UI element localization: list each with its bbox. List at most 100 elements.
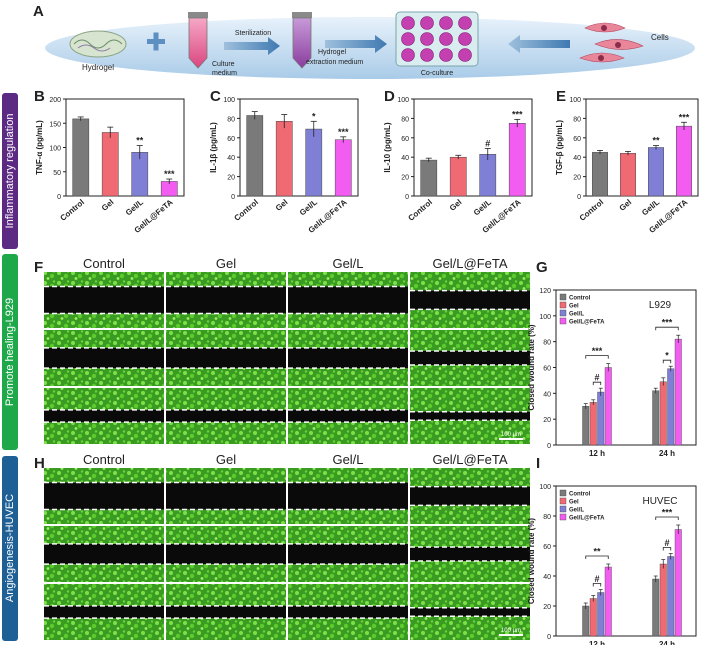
legend-swatch bbox=[559, 301, 567, 309]
wound-gap bbox=[44, 605, 164, 619]
legend-label: Gel/L@FeTA bbox=[569, 320, 605, 326]
column-header: Gel/L bbox=[332, 452, 363, 467]
bar-control bbox=[592, 152, 608, 197]
plot-frame bbox=[585, 98, 699, 197]
y-tick-label: 100 bbox=[397, 97, 409, 104]
extraction-tube-icon bbox=[292, 12, 312, 69]
comparison-bracket bbox=[592, 381, 602, 386]
y-tick-label: 80 bbox=[227, 116, 235, 123]
wound-gap bbox=[288, 409, 408, 423]
well-circle bbox=[439, 32, 453, 46]
bar-gel-l bbox=[667, 556, 675, 637]
y-tick-label: 20 bbox=[401, 175, 409, 182]
x-category-label: 24 h bbox=[659, 449, 675, 458]
comparison-label: *** bbox=[592, 346, 603, 356]
comparison-bracket bbox=[662, 359, 672, 364]
comparison-label: *** bbox=[662, 318, 673, 328]
y-tick-label: 60 bbox=[401, 136, 409, 143]
column-header: Gel/L@FeTA bbox=[432, 452, 507, 467]
well-circle bbox=[420, 48, 434, 62]
wound-gap bbox=[288, 482, 408, 510]
y-tick-label: 80 bbox=[401, 116, 409, 123]
y-tick-label: 60 bbox=[543, 366, 551, 373]
y-tick-label: 60 bbox=[543, 544, 551, 551]
bar-control bbox=[582, 406, 590, 446]
panel-letter-b: B bbox=[34, 88, 45, 105]
label-angiogenesis: Angiogenesis-HUVEC bbox=[4, 494, 16, 602]
y-tick-label: 40 bbox=[401, 155, 409, 162]
comparison-bracket bbox=[655, 326, 679, 331]
significance-mark: * bbox=[312, 111, 316, 121]
legend-label: Gel bbox=[569, 500, 579, 506]
column-header: Gel/L bbox=[332, 256, 363, 271]
comparison-label: ** bbox=[593, 547, 601, 557]
significance-mark: ** bbox=[136, 136, 144, 146]
y-tick-label: 40 bbox=[543, 391, 551, 398]
y-tick-label: 20 bbox=[227, 175, 235, 182]
well-circle bbox=[401, 48, 415, 62]
y-tick-label: 120 bbox=[539, 288, 551, 295]
x-category-label: Gel bbox=[100, 198, 116, 213]
wound-gap bbox=[410, 290, 530, 310]
legend-swatch bbox=[559, 309, 567, 317]
y-tick-label: 0 bbox=[547, 443, 551, 450]
x-category-label: Gel bbox=[274, 198, 290, 213]
label-culture: Culture bbox=[212, 61, 235, 68]
plus-icon bbox=[147, 32, 165, 51]
chart-i-huvec: I 0 20 40 60 80 100 Closed wound rate (%) HUVEC C… bbox=[527, 455, 697, 649]
significance-mark: # bbox=[485, 138, 490, 148]
wound-gap bbox=[44, 543, 164, 565]
bar-control bbox=[420, 159, 438, 197]
bar-gel-l-feta bbox=[604, 367, 612, 446]
well-circle bbox=[439, 16, 453, 30]
panel-letter-d: D bbox=[384, 88, 395, 105]
wound-gap bbox=[166, 347, 286, 369]
panel-letter-a: A bbox=[33, 3, 44, 20]
x-category-label: 12 h bbox=[589, 640, 605, 645]
well-circle bbox=[420, 32, 434, 46]
column-header: Gel bbox=[216, 256, 236, 271]
wound-gap bbox=[410, 411, 530, 421]
bar-gel bbox=[620, 153, 636, 197]
x-category-label: Control bbox=[578, 198, 606, 223]
bar-gel bbox=[589, 402, 597, 446]
well-circle bbox=[458, 32, 472, 46]
panel-letter-f: F bbox=[34, 259, 43, 276]
wound-gap bbox=[410, 486, 530, 506]
legend-label: Control bbox=[569, 492, 591, 498]
bar-gel bbox=[101, 132, 119, 197]
y-tick-label: 80 bbox=[543, 340, 551, 347]
bar-gel bbox=[589, 598, 597, 637]
panel-letter-g: G bbox=[536, 259, 548, 276]
label-promote-healing: Promote healing-L929 bbox=[4, 298, 16, 406]
y-tick-label: 100 bbox=[223, 97, 235, 104]
bar-gel bbox=[659, 563, 667, 637]
comparison-label: # bbox=[594, 373, 599, 383]
chart-e-tgfb: E 0 20 40 60 80 100 TGF-β (pg/mL) Control Gel ** Ge… bbox=[555, 88, 699, 235]
bar-gel-l bbox=[667, 368, 675, 446]
comparison-bracket bbox=[592, 583, 602, 587]
y-tick-label: 100 bbox=[539, 314, 551, 321]
x-category-label: Gel/L bbox=[472, 198, 493, 218]
panel-letter-c: C bbox=[210, 88, 221, 105]
x-category-label: Control bbox=[406, 198, 434, 223]
legend-label: Gel/L@FeTA bbox=[569, 516, 605, 522]
comparison-bracket bbox=[662, 547, 672, 551]
y-tick-label: 40 bbox=[543, 574, 551, 581]
bar-gel bbox=[449, 156, 467, 197]
micrograph-grid-h: H Control Gel Gel/L Gel/L@FeTA 100 μm bbox=[34, 452, 530, 640]
y-tick-label: 20 bbox=[543, 604, 551, 611]
arrow-sterilization bbox=[224, 37, 280, 55]
bar-control bbox=[652, 578, 660, 637]
label-coculture: Co-culture bbox=[421, 70, 453, 77]
y-tick-label: 40 bbox=[227, 155, 235, 162]
wound-gap bbox=[166, 482, 286, 510]
bar-gel bbox=[659, 381, 667, 446]
comparison-bracket bbox=[655, 516, 679, 520]
wound-gap bbox=[166, 605, 286, 619]
bar-gel-l bbox=[479, 154, 497, 197]
wound-gap bbox=[410, 607, 530, 617]
comparison-label: * bbox=[665, 351, 669, 361]
bar-control bbox=[72, 118, 90, 197]
